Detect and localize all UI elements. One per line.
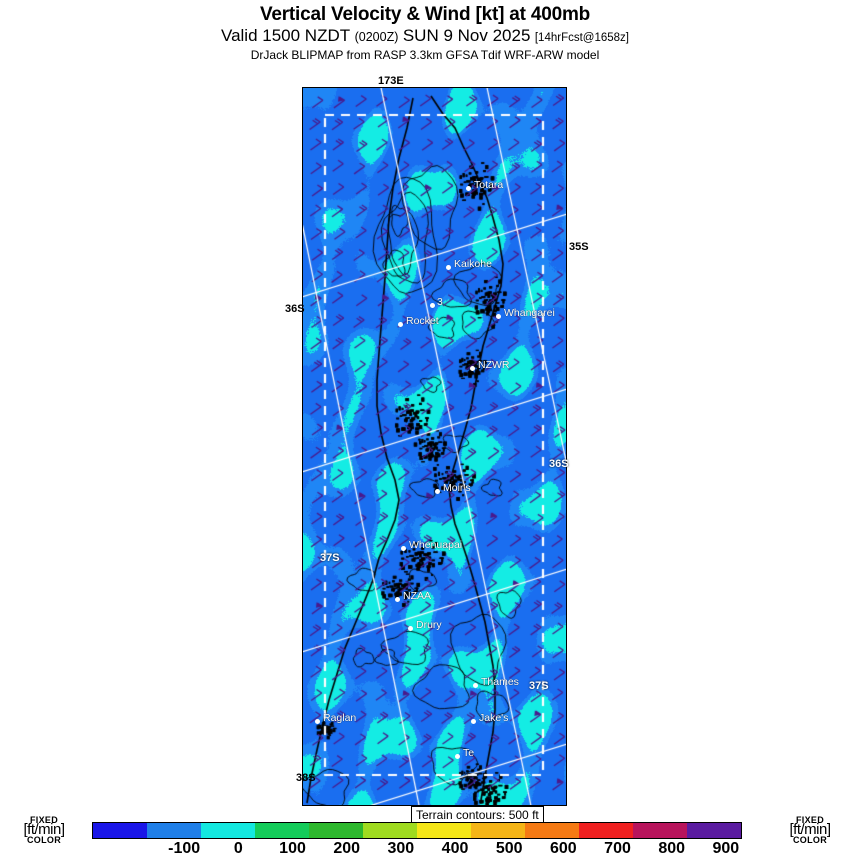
colorbar-tick-600: 600 xyxy=(549,840,577,857)
colorbar-swatch-1 xyxy=(147,823,201,838)
valid-time-line: Valid 1500 NZDT (0200Z) SUN 9 Nov 2025 [… xyxy=(0,26,850,48)
graticule-label-36S-left: 36S xyxy=(285,303,305,315)
colorbar-swatch-3 xyxy=(255,823,309,838)
colorbar-tick-900: 900 xyxy=(712,840,740,857)
page-title: Vertical Velocity & Wind [kt] at 400mb xyxy=(259,4,591,25)
colorbar-ticks: -100 0 100 200 300 400 500 600 700 800 900 xyxy=(92,840,742,860)
colorbar-swatch-8 xyxy=(525,823,579,838)
graticule-label-38S-left: 38S xyxy=(296,772,316,784)
colorbar-tick-400: 400 xyxy=(441,840,469,857)
forecast-tag: [14hrFcst@1658z] xyxy=(534,32,629,44)
station-dot-nzwr xyxy=(470,366,475,371)
station-dot-totara xyxy=(466,186,471,191)
station-dot-jakes xyxy=(471,719,476,724)
colorbar-swatch-5 xyxy=(363,823,417,838)
station-dot-raglan xyxy=(315,719,320,724)
colorbar-tick-0: 0 xyxy=(233,840,243,857)
map-raster xyxy=(303,88,566,805)
station-dot-thames xyxy=(473,683,478,688)
station-dot-kaikohe xyxy=(446,265,451,270)
color-label-right: COLOR xyxy=(793,835,827,845)
station-dot-rocket xyxy=(398,322,403,327)
colorbar-tick-700: 700 xyxy=(604,840,631,857)
valid-date: SUN 9 Nov 2025 xyxy=(402,26,531,45)
units-label-right: [ft/min] xyxy=(789,821,831,838)
station-dot-moirs xyxy=(435,489,440,494)
model-description: DrJack BLIPMAP from RASP 3.3km GFSA Tdif… xyxy=(250,48,600,62)
colorbar-tick-100: 100 xyxy=(279,840,306,857)
station-dot-whangarei xyxy=(496,314,501,319)
colorbar-swatch-9 xyxy=(579,823,633,838)
station-dot-drury xyxy=(408,626,413,631)
colorbar-units-left: FIXED [ft/min] COLOR xyxy=(14,815,74,845)
graticule-label-37S-left: 37S xyxy=(320,552,340,564)
valid-prefix: Valid 1500 NZDT xyxy=(221,26,351,45)
color-label-left: COLOR xyxy=(27,835,61,845)
valid-utc: (0200Z) xyxy=(354,30,399,44)
colorbar-swatch-6 xyxy=(417,823,471,838)
colorbar-swatch-4 xyxy=(309,823,363,838)
colorbar-tick-500: 500 xyxy=(495,840,523,857)
station-dot-te xyxy=(455,754,460,759)
colorbar-swatch-11 xyxy=(687,823,741,838)
colorbar-swatch-2 xyxy=(201,823,255,838)
colorbar-swatch-0 xyxy=(93,823,147,838)
colorbar-units-right: FIXED [ft/min] COLOR xyxy=(780,815,840,845)
station-dot-nzaa xyxy=(395,597,400,602)
colorbar-swatch-10 xyxy=(633,823,687,838)
graticule-label-36S-right: 36S xyxy=(549,458,569,470)
graticule-label-35S-right: 35S xyxy=(569,241,589,253)
colorbar-tick-200: 200 xyxy=(333,840,361,857)
colorbar-tick-300: 300 xyxy=(387,840,415,857)
colorbar-tick--100: -100 xyxy=(168,840,201,857)
colorbar-section: FIXED [ft/min] COLOR -100 0 100 200 300 400 50… xyxy=(0,815,850,860)
units-label-left: [ft/min] xyxy=(23,821,65,838)
fixed-label-left: FIXED xyxy=(29,815,58,825)
colorbar-swatch-7 xyxy=(471,823,525,838)
graticule-label-173E: 173E xyxy=(378,75,404,87)
colorbar-scale[interactable] xyxy=(92,822,742,839)
weather-map[interactable]: Totara Kaikohe 3 Whangarei Rocket NZWR Moir's W… xyxy=(302,87,567,806)
fixed-label-right: FIXED xyxy=(795,815,824,825)
station-dot-point-3 xyxy=(430,303,435,308)
chart-header: Vertical Velocity & Wind [kt] at 400mb V… xyxy=(0,0,850,63)
station-dot-whenuapai xyxy=(401,546,406,551)
colorbar-tick-800: 800 xyxy=(658,840,686,857)
terrain-contours-note: Terrain contours: 500 ft xyxy=(411,806,544,825)
graticule-label-37S-right: 37S xyxy=(529,680,549,692)
